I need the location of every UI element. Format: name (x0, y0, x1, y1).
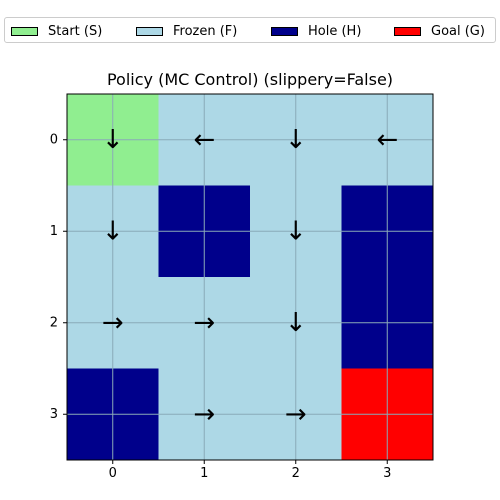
policy-arrow: ↓ (102, 125, 124, 155)
x-tick-label: 1 (200, 466, 208, 481)
legend-item-frozen: Frozen (F) (136, 18, 237, 44)
y-tick-label: 0 (50, 132, 58, 147)
legend-label-hole: Hole (H) (308, 23, 362, 39)
legend-swatch-frozen (136, 26, 163, 36)
policy-arrow: ↓ (285, 308, 307, 338)
legend-label-start: Start (S) (48, 23, 103, 39)
x-tick-label: 3 (383, 466, 391, 481)
policy-arrow: ↓ (102, 216, 124, 246)
x-tick-label: 0 (109, 466, 117, 481)
policy-arrow: → (285, 399, 307, 429)
legend-item-hole: Hole (H) (271, 18, 361, 44)
y-tick-label: 1 (50, 224, 58, 239)
x-tick-label: 2 (292, 466, 300, 481)
y-tick-label: 3 (50, 407, 58, 422)
y-tick-label: 2 (50, 315, 58, 330)
policy-arrow: ← (193, 125, 215, 155)
policy-arrow: ↓ (285, 125, 307, 155)
legend: Start (S) Frozen (F) Hole (H) Goal (G) (4, 17, 496, 43)
policy-arrow: ← (376, 125, 398, 155)
legend-item-start: Start (S) (11, 18, 102, 44)
legend-swatch-hole (271, 26, 298, 36)
legend-item-goal: Goal (G) (394, 18, 485, 44)
legend-swatch-goal (394, 26, 421, 36)
axes-frame (66, 93, 434, 461)
legend-swatch-start (11, 26, 38, 36)
policy-arrow: → (193, 308, 215, 338)
chart-title: Policy (MC Control) (slippery=False) (106, 70, 394, 89)
policy-arrow: → (102, 308, 124, 338)
policy-arrow: ↓ (285, 216, 307, 246)
policy-arrow: → (193, 399, 215, 429)
legend-label-goal: Goal (G) (431, 23, 485, 39)
legend-label-frozen: Frozen (F) (173, 23, 238, 39)
